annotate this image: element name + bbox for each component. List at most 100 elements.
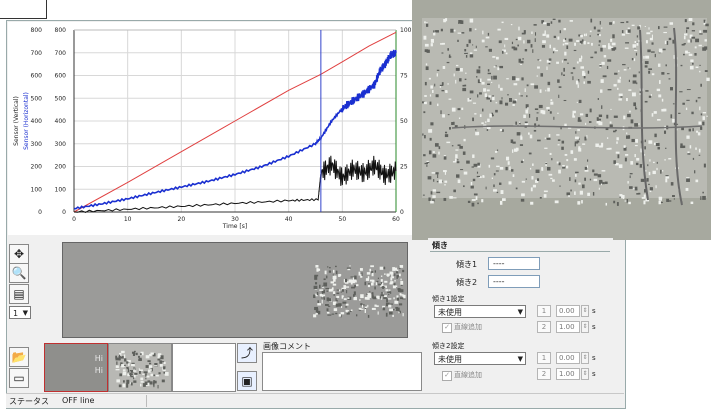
- texture-speck: [536, 178, 540, 181]
- texture-speck: [568, 38, 573, 42]
- texture-speck: [557, 36, 560, 40]
- texture-speck: [321, 295, 324, 299]
- texture-speck: [501, 97, 503, 100]
- texture-speck: [352, 279, 355, 284]
- texture-speck: [592, 192, 595, 196]
- texture-speck: [157, 384, 159, 389]
- texture-speck: [706, 77, 710, 82]
- texture-speck: [657, 63, 661, 67]
- texture-speck: [507, 161, 510, 165]
- texture-speck: [326, 290, 329, 292]
- texture-speck: [432, 199, 435, 202]
- texture-speck: [692, 157, 695, 160]
- texture-speck: [685, 50, 688, 54]
- texture-speck: [370, 265, 374, 268]
- texture-speck: [535, 32, 537, 36]
- move-icon[interactable]: ✥: [9, 244, 29, 264]
- texture-speck: [469, 18, 474, 23]
- slope1-time-a[interactable]: 0.00: [556, 305, 580, 317]
- texture-speck: [670, 182, 674, 186]
- slope2-mode-select[interactable]: 未使用 ▼: [434, 352, 526, 365]
- texture-speck: [618, 93, 623, 97]
- texture-speck: [623, 69, 627, 71]
- texture-speck: [451, 122, 454, 126]
- texture-speck: [593, 26, 596, 30]
- slope2-time-b[interactable]: 1.00: [556, 368, 580, 380]
- texture-speck: [617, 70, 620, 72]
- texture-speck: [638, 192, 641, 195]
- texture-speck: [333, 269, 335, 273]
- texture-speck: [477, 202, 479, 205]
- texture-speck: [464, 84, 467, 87]
- comment-input[interactable]: [262, 352, 422, 391]
- texture-speck: [558, 19, 561, 23]
- monitor-icon[interactable]: ▣: [237, 371, 257, 391]
- folder-icon[interactable]: 📂: [9, 347, 29, 367]
- texture-speck: [525, 104, 529, 109]
- y-tick-label-right: 100: [400, 27, 412, 34]
- texture-speck: [500, 87, 503, 91]
- thumbnail-2-image: [115, 350, 169, 389]
- texture-speck: [575, 171, 579, 174]
- texture-speck: [458, 117, 461, 120]
- slope2-time-a[interactable]: 0.00: [556, 352, 580, 364]
- texture-speck: [620, 96, 623, 98]
- texture-speck: [456, 161, 460, 164]
- texture-speck: [570, 150, 574, 154]
- thumbnail-1[interactable]: Hi Hi: [44, 343, 108, 392]
- texture-speck: [459, 78, 462, 82]
- y-tick-label-outer: 800: [31, 27, 43, 34]
- texture-speck: [600, 89, 603, 93]
- texture-speck: [335, 303, 339, 307]
- slope1-mode-select[interactable]: 未使用 ▼: [434, 305, 526, 318]
- zoom-select[interactable]: 1 ▼: [9, 306, 31, 319]
- texture-speck: [116, 379, 120, 383]
- texture-speck: [606, 148, 611, 150]
- arrow-icon[interactable]: ⤴: [237, 343, 257, 363]
- texture-speck: [686, 52, 691, 54]
- texture-speck: [669, 22, 674, 25]
- texture-speck: [432, 189, 436, 192]
- texture-speck: [360, 303, 363, 305]
- texture-speck: [140, 377, 144, 381]
- texture-speck: [131, 351, 136, 354]
- thumbnail-3[interactable]: [172, 343, 236, 392]
- texture-speck: [135, 352, 138, 356]
- slope1-time-b[interactable]: 1.00: [556, 321, 580, 333]
- texture-speck: [634, 186, 638, 191]
- texture-speck: [428, 77, 431, 80]
- slope2-add-line-checkbox[interactable]: ✓: [442, 371, 452, 381]
- texture-speck: [461, 107, 464, 110]
- texture-speck: [473, 49, 478, 51]
- texture-speck: [382, 286, 385, 289]
- texture-speck: [393, 297, 395, 300]
- texture-speck: [470, 181, 473, 186]
- spinner-arrows-icon[interactable]: ⇕: [581, 368, 589, 380]
- texture-speck: [467, 200, 471, 203]
- spinner-arrows-icon[interactable]: ⇕: [581, 321, 589, 333]
- texture-speck: [515, 121, 518, 125]
- texture-speck: [539, 196, 542, 199]
- texture-speck: [453, 121, 455, 125]
- magnifier-icon[interactable]: 🔍: [9, 263, 29, 283]
- texture-speck: [698, 148, 701, 153]
- spinner-arrows-icon[interactable]: ⇕: [581, 352, 589, 364]
- texture-speck: [611, 42, 616, 46]
- clipboard-icon[interactable]: ▤: [9, 284, 29, 304]
- texture-speck: [366, 293, 370, 295]
- document-icon[interactable]: ▭: [9, 368, 29, 388]
- texture-speck: [116, 361, 118, 365]
- thumbnail-label: Hi: [94, 354, 103, 363]
- texture-speck: [140, 351, 144, 356]
- texture-speck: [341, 289, 344, 292]
- image-preview[interactable]: [62, 242, 408, 338]
- texture-speck: [313, 314, 317, 318]
- texture-speck: [584, 136, 587, 141]
- spinner-arrows-icon[interactable]: ⇕: [581, 305, 589, 317]
- texture-speck: [488, 95, 491, 98]
- thumbnail-2[interactable]: [108, 343, 172, 392]
- texture-speck: [597, 174, 602, 178]
- texture-speck: [672, 39, 676, 44]
- texture-speck: [564, 153, 568, 156]
- slope1-add-line-checkbox[interactable]: ✓: [442, 323, 452, 333]
